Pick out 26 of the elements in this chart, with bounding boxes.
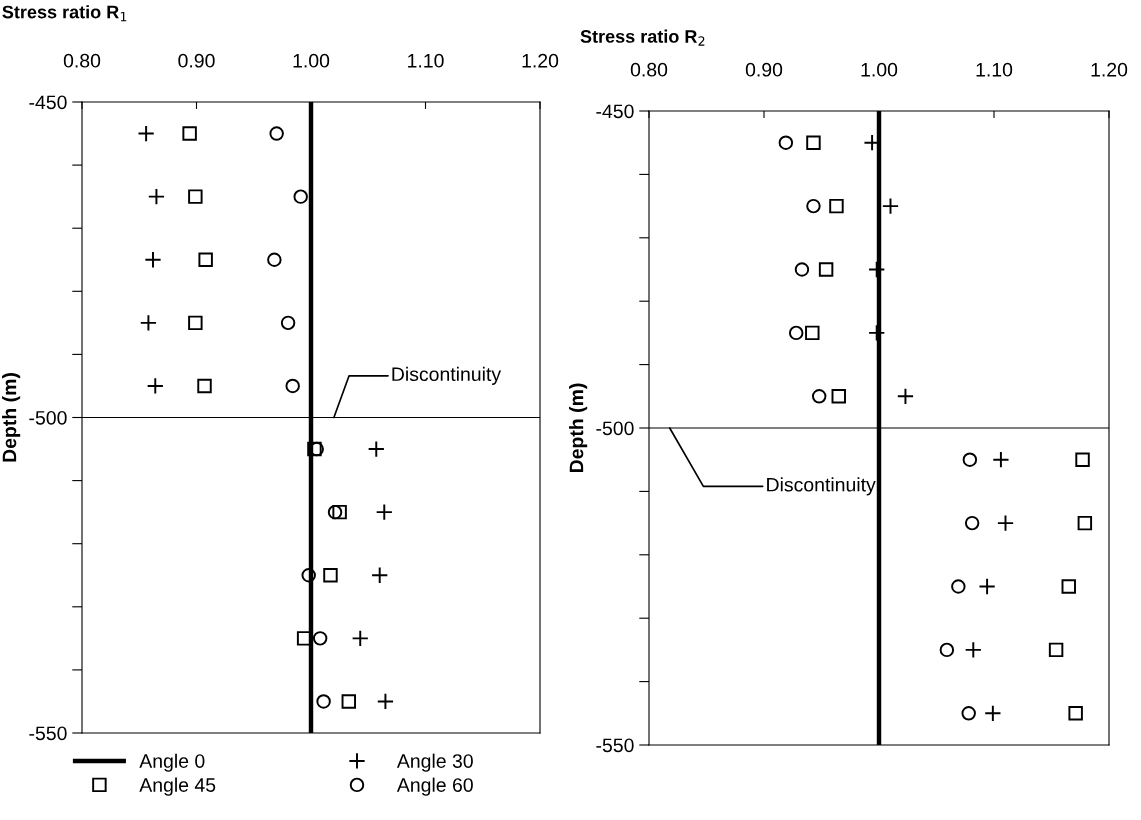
x-tick-label: 0.80 bbox=[63, 53, 101, 68]
x-tick-label: 1.10 bbox=[976, 62, 1013, 77]
legend-label: Angle 45 bbox=[139, 777, 216, 796]
x-tick-label: 1.00 bbox=[861, 62, 898, 77]
legend-label: Angle 0 bbox=[139, 753, 205, 772]
x-axis-title: Stress ratio R$_{2}$ bbox=[580, 29, 705, 46]
y-tick-label: -500 bbox=[29, 410, 67, 425]
x-tick-label: 0.80 bbox=[630, 62, 668, 77]
legend-label: Angle 60 bbox=[396, 777, 473, 796]
y-tick-label: -550 bbox=[29, 726, 67, 741]
y-tick-label: -450 bbox=[29, 95, 67, 110]
x-axis-title: Stress ratio R$_{1}$ bbox=[2, 5, 127, 22]
x-tick-label: 1.00 bbox=[293, 53, 330, 68]
x-tick-label: 0.90 bbox=[745, 62, 783, 77]
y-tick-label: -500 bbox=[596, 421, 634, 436]
y-tick-label: -450 bbox=[596, 104, 634, 119]
x-tick-label: 1.20 bbox=[1091, 62, 1128, 77]
x-tick-label: 0.90 bbox=[178, 53, 215, 68]
y-axis-title: Depth (m) bbox=[2, 373, 21, 462]
legend-label: Angle 30 bbox=[396, 753, 473, 772]
annotation: Discontinuity bbox=[392, 366, 502, 385]
annotation: Discontinuity bbox=[767, 477, 876, 496]
x-tick-label: 1.10 bbox=[408, 53, 444, 68]
y-axis-title: Depth (m) bbox=[569, 383, 588, 473]
x-tick-label: 1.20 bbox=[522, 53, 559, 68]
y-tick-label: -550 bbox=[596, 738, 634, 753]
